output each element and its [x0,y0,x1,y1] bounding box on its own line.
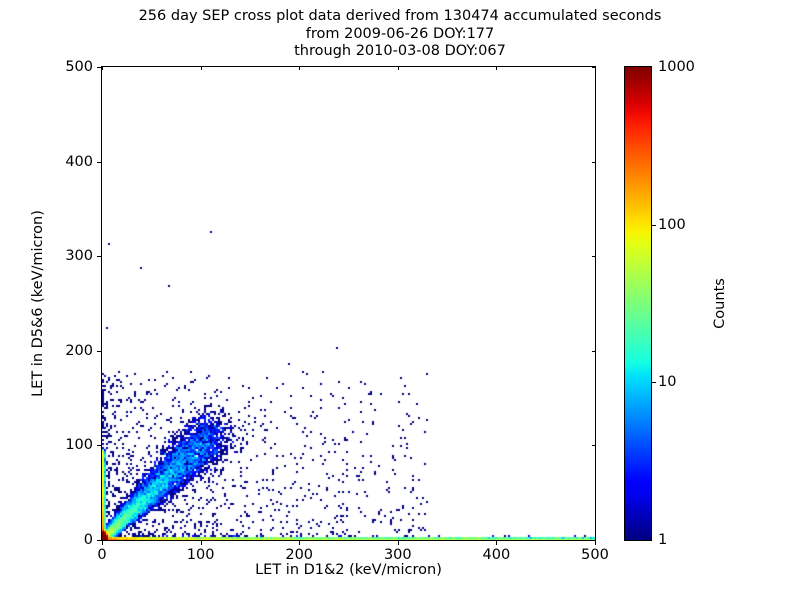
x-tick-label: 0 [97,547,107,563]
y-tick-label: 100 [65,437,93,454]
x-tick-label: 500 [581,547,609,563]
x-tick-mark-top [102,66,103,70]
plot-area[interactable] [101,66,596,541]
y-tick-mark-right [592,445,596,447]
title-line-1: 256 day SEP cross plot data derived from… [138,8,662,24]
x-tick-label: 300 [383,547,412,563]
y-tick-mark-right [592,350,596,352]
x-tick-mark-top [200,66,202,70]
title-line-2: from 2009-06-26 DOY:177 [305,25,495,42]
x-tick-mark-top [595,66,596,70]
y-axis-label: LET in D5&6 (keV/micron) [30,210,46,397]
y-tick-mark [97,161,101,163]
x-tick-label: 400 [482,547,511,563]
colorbar-tick-label: 1000 [658,59,695,75]
x-tick-mark-top [496,66,498,70]
y-tick-label: 0 [83,532,93,548]
y-tick-mark [97,540,101,541]
scatter-points-layer [102,67,595,540]
y-tick-mark-right [592,67,596,68]
title-line-3: through 2010-03-08 DOY:067 [294,43,506,59]
colorbar-tick-label: 100 [658,216,686,233]
page-title: 256 day SEP cross plot data derived from… [0,8,800,61]
x-tick-label: 200 [285,547,314,563]
y-tick-label: 400 [65,153,93,170]
y-tick-mark-right [592,161,596,163]
y-tick-mark-right [592,256,596,258]
y-tick-mark [97,256,101,258]
colorbar[interactable] [624,66,652,541]
y-tick-label: 500 [65,59,93,75]
y-tick-label: 300 [65,248,93,265]
x-axis-label: LET in D1&2 (keV/micron) [255,562,442,578]
y-tick-mark [97,67,101,68]
x-tick-mark [595,541,596,545]
x-tick-mark [299,541,301,545]
y-tick-mark [97,445,101,447]
colorbar-tick-label: 10 [658,374,677,391]
y-tick-mark [97,350,101,352]
x-tick-mark [496,541,498,545]
x-tick-mark [102,541,103,545]
x-tick-mark [397,541,399,545]
colorbar-tick-label: 1 [658,532,668,548]
y-tick-mark-right [592,540,596,541]
x-tick-label: 100 [186,547,215,563]
x-tick-mark [200,541,202,545]
y-tick-label: 200 [65,342,93,359]
colorbar-label: Counts [712,278,728,329]
colorbar-gradient [625,67,651,540]
x-tick-mark-top [299,66,301,70]
x-tick-mark-top [397,66,399,70]
colorbar-tick-mark [652,382,656,384]
colorbar-tick-mark [652,224,656,226]
